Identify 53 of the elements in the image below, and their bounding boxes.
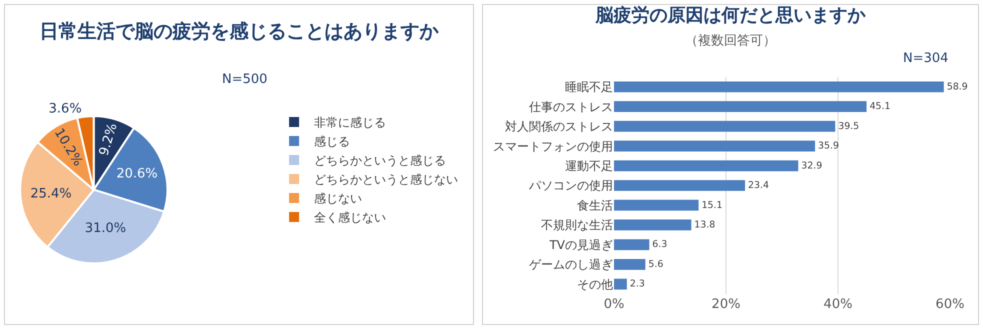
- data-label: 58.9: [946, 81, 968, 92]
- bar: [614, 278, 627, 290]
- y-tick-label: ゲームのし過ぎ: [529, 258, 613, 272]
- data-label: 15.1: [702, 200, 723, 211]
- legend-label: 非常に感じる: [314, 116, 386, 130]
- data-label: 45.1: [870, 101, 891, 112]
- bar: [614, 200, 699, 211]
- y-tick-label: 仕事のストレス: [528, 100, 613, 114]
- bar: [614, 120, 836, 132]
- bar: [614, 81, 944, 92]
- bar: [614, 258, 646, 270]
- y-tick-label: 対人関係のストレス: [505, 120, 613, 134]
- legend-label: どちらかというと感じない: [314, 172, 458, 187]
- chart-subtitle: （複数回答可）: [685, 33, 776, 48]
- data-label: 23.4: [748, 180, 769, 192]
- data-label: 3.6%: [48, 102, 82, 117]
- data-label: 39.5: [838, 120, 860, 132]
- legend-label: どちらかというと感じる: [314, 154, 446, 168]
- data-label: 25.4%: [30, 186, 72, 202]
- text: N=304: [903, 51, 948, 66]
- y-tick-label: 睡眠不足: [565, 80, 613, 94]
- x-tick-label: 0%: [604, 297, 624, 312]
- data-label: 2.3: [630, 278, 645, 290]
- data-label: 9.2%: [96, 122, 121, 158]
- y-tick-label: スマートフォンの使用: [493, 139, 613, 154]
- x-tick-label: 60%: [936, 297, 964, 312]
- y-tick-label: 食生活: [577, 198, 613, 212]
- data-label: 6.3: [652, 239, 668, 250]
- chart-title: 脳疲労の原因は何だと思いますか: [594, 4, 866, 26]
- legend-label: 全く感じない: [314, 210, 386, 225]
- y-tick-label: 不規則な生活: [541, 218, 613, 232]
- data-label: 5.6: [648, 258, 664, 270]
- y-tick-label: TVの見過ぎ: [548, 238, 613, 252]
- x-tick-label: 40%: [824, 297, 852, 312]
- chart-title: 日常生活で脳の疲労を感じることはありますか: [40, 20, 440, 42]
- data-label: 32.9: [801, 160, 822, 172]
- data-label: 20.6%: [116, 166, 158, 182]
- bar: [614, 180, 746, 191]
- legend-label: 感じる: [314, 134, 350, 149]
- legend-label: 感じない: [314, 192, 362, 206]
- bar: [614, 239, 650, 250]
- data-label: 13.8: [694, 219, 716, 230]
- data-label: 31.0%: [84, 220, 126, 236]
- x-tick-label: 20%: [712, 297, 740, 312]
- y-tick-label: パソコンの使用: [528, 178, 613, 193]
- bar: [614, 220, 692, 230]
- y-tick-label: 運動不足: [565, 158, 613, 173]
- bar: [614, 160, 798, 172]
- data-label: 35.9: [818, 140, 839, 152]
- bar: [614, 101, 867, 112]
- y-tick-label: その他: [577, 277, 613, 292]
- bar: [614, 140, 816, 152]
- text: N=500: [222, 72, 268, 87]
